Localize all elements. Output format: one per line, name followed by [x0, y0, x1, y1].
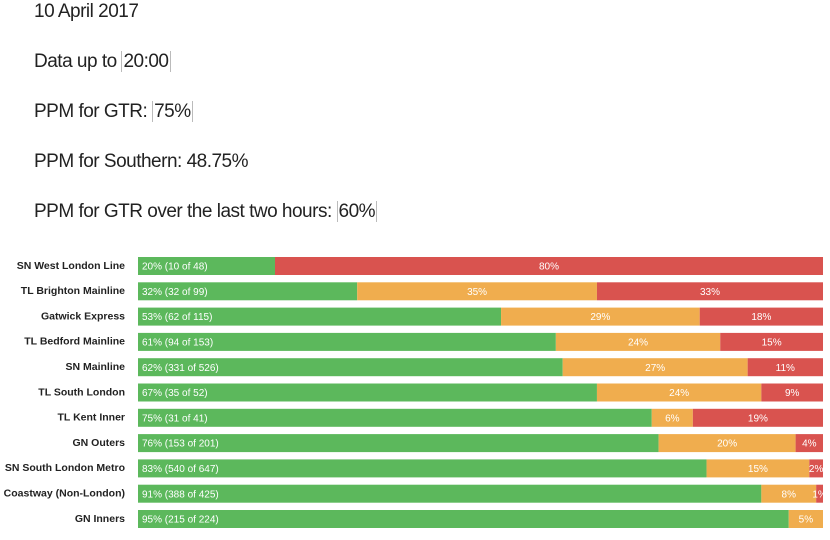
value-label: 61% (94 of 153)	[142, 338, 213, 349]
bar-segment	[138, 282, 358, 301]
value-label: 27%	[645, 363, 665, 374]
value-label: 53% (62 of 115)	[142, 312, 212, 323]
bar-segment	[357, 282, 597, 301]
value-label: 35%	[467, 287, 487, 298]
info-line: PPM for GTR: 75%	[34, 100, 193, 124]
info-value: 60%	[336, 201, 378, 222]
chart: SN West London Line 20% (10 of 48) 80% TL B…	[0, 257, 827, 528]
value-label: 5%	[799, 515, 814, 526]
category-label: TL Kent Inner	[58, 412, 125, 424]
info-value: 75%	[152, 101, 193, 122]
bar-segment	[788, 510, 823, 528]
category-label: SN West London Line	[17, 260, 125, 272]
info-value: 20:00	[121, 51, 171, 72]
bar-segment	[706, 459, 810, 478]
bar-segment	[138, 358, 563, 377]
info-label: PPM for GTR:	[34, 101, 148, 122]
bar-segment	[138, 408, 652, 427]
bar-segment	[275, 257, 823, 275]
info-label: PPM for GTR over the last two hours:	[34, 201, 332, 222]
value-label: 32% (32 of 99)	[142, 287, 208, 298]
value-label: 24%	[669, 388, 689, 399]
category-label: GN Inners	[75, 513, 125, 525]
bar-segment	[658, 434, 796, 453]
value-label: 91% (388 of 425)	[142, 489, 219, 500]
value-label: 15%	[762, 338, 782, 349]
bar-segment	[596, 282, 823, 301]
value-label: 33%	[700, 287, 720, 298]
bar-segment	[761, 383, 823, 402]
bar-segment	[138, 332, 556, 351]
bar-segment	[720, 332, 823, 351]
bar-segment	[816, 484, 823, 503]
value-label: 83% (540 of 647)	[142, 464, 219, 475]
info-line: PPM for GTR over the last two hours: 60%	[34, 200, 378, 224]
value-label: 20%	[717, 439, 737, 450]
value-label: 62% (331 of 526)	[142, 363, 219, 374]
value-label: 15%	[748, 464, 768, 475]
bar-segment	[562, 358, 748, 377]
bar-segment	[555, 332, 721, 351]
info-label: Data up to	[34, 51, 117, 72]
bar-segment	[596, 383, 762, 402]
value-label: 19%	[748, 413, 768, 424]
value-label: 6%	[665, 413, 680, 424]
bar-segment	[138, 459, 707, 478]
category-label: SN Coastway (Non-London)	[0, 487, 125, 499]
bar-segment	[501, 307, 700, 326]
value-label: 1%	[812, 489, 827, 500]
value-label: 11%	[776, 363, 795, 374]
category-label: SN South London Metro	[5, 462, 125, 474]
value-label: 67% (35 of 52)	[142, 388, 208, 399]
info-line: Data up to 20:00	[34, 50, 171, 74]
bar-segment	[138, 434, 659, 453]
value-label: 18%	[751, 312, 771, 323]
bar-segment	[138, 484, 762, 503]
value-label: 2%	[809, 464, 824, 475]
value-label: 95% (215 of 224)	[142, 515, 219, 526]
info-line: PPM for Southern: 48.75%	[34, 150, 249, 174]
bar-segment	[747, 358, 823, 377]
value-label: 76% (153 of 201)	[142, 439, 219, 450]
value-label: 20% (10 of 48)	[142, 262, 208, 273]
bar-segment	[138, 307, 502, 326]
bar-segment	[651, 408, 693, 427]
value-label: 9%	[785, 388, 800, 399]
bar-segment	[138, 510, 789, 528]
category-label: TL Brighton Mainline	[21, 285, 125, 297]
value-label: 8%	[782, 489, 797, 500]
bar-segment	[692, 408, 823, 427]
category-label: Gatwick Express	[41, 310, 125, 322]
bar-segment	[138, 383, 597, 402]
category-label: TL South London	[38, 386, 125, 398]
bar-segment	[761, 484, 817, 503]
category-label: TL Bedford Mainline	[24, 336, 125, 348]
category-label: GN Outers	[72, 437, 125, 449]
bar-segment	[795, 434, 823, 453]
value-label: 80%	[539, 262, 559, 273]
bar-segment	[138, 257, 275, 275]
value-label: 75% (31 of 41)	[142, 413, 208, 424]
value-label: 4%	[802, 439, 817, 450]
bar-segment	[809, 459, 823, 478]
value-label: 24%	[628, 338, 648, 349]
info-label: PPM for Southern: 48.75%	[34, 151, 249, 172]
category-label: SN Mainline	[65, 361, 125, 373]
date: 10 April 2017	[34, 1, 139, 22]
bar-segment	[699, 307, 823, 326]
value-label: 29%	[590, 312, 610, 323]
